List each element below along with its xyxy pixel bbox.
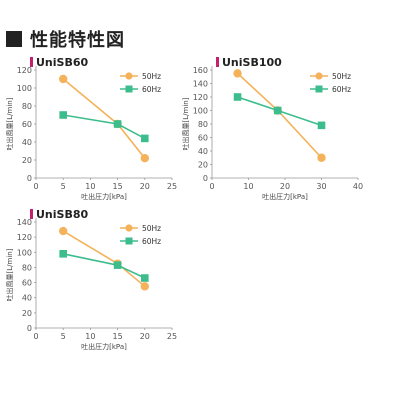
header-square-icon bbox=[6, 31, 22, 47]
y-tick-label: 120 bbox=[17, 66, 32, 75]
y-axis-label: 吐出風量[L/min] bbox=[5, 248, 14, 301]
legend-marker-50Hz bbox=[125, 224, 133, 232]
legend-marker-60Hz bbox=[125, 237, 133, 245]
x-tick-label: 10 bbox=[85, 182, 95, 191]
y-tick-label: 80 bbox=[22, 102, 32, 111]
y-tick-label: 0 bbox=[27, 324, 32, 333]
y-tick-label: 160 bbox=[193, 66, 208, 75]
x-tick-label: 10 bbox=[85, 332, 95, 341]
chart-title: UniSB100 bbox=[222, 56, 282, 69]
x-tick-label: 25 bbox=[167, 332, 177, 341]
data-point-60Hz bbox=[273, 106, 282, 115]
chart-title: UniSB60 bbox=[36, 56, 88, 69]
series-line-50Hz bbox=[237, 72, 323, 159]
x-tick-label: 15 bbox=[113, 332, 123, 341]
y-tick-label: 60 bbox=[22, 120, 32, 129]
x-tick-label: 0 bbox=[209, 182, 214, 191]
y-tick-label: 80 bbox=[198, 120, 208, 129]
legend-label-50Hz: 50Hz bbox=[332, 72, 351, 81]
series-line-60Hz bbox=[63, 253, 146, 279]
legend-label-50Hz: 50Hz bbox=[142, 72, 161, 81]
x-tick-label: 15 bbox=[113, 182, 123, 191]
y-tick-label: 40 bbox=[198, 147, 208, 156]
data-point-50Hz bbox=[317, 153, 326, 162]
y-tick-label: 20 bbox=[22, 156, 32, 165]
x-tick-label: 40 bbox=[353, 182, 363, 191]
x-tick-label: 5 bbox=[61, 182, 66, 191]
chart-title-marker bbox=[216, 57, 219, 67]
legend-marker-60Hz bbox=[315, 85, 323, 93]
y-tick-label: 100 bbox=[193, 107, 208, 116]
y-tick-label: 120 bbox=[17, 233, 32, 242]
data-point-60Hz bbox=[317, 121, 326, 130]
x-tick-label: 20 bbox=[280, 182, 290, 191]
series-line-50Hz bbox=[62, 78, 146, 159]
legend-marker-50Hz bbox=[125, 72, 133, 80]
y-tick-label: 100 bbox=[17, 84, 32, 93]
x-tick-label: 20 bbox=[140, 332, 150, 341]
x-tick-label: 20 bbox=[140, 182, 150, 191]
x-axis-label: 吐出圧力[kPa] bbox=[81, 342, 127, 351]
legend-label-50Hz: 50Hz bbox=[142, 224, 161, 233]
x-tick-label: 0 bbox=[33, 332, 38, 341]
y-tick-label: 40 bbox=[22, 294, 32, 303]
legend-marker-60Hz bbox=[125, 85, 133, 93]
data-point-50Hz bbox=[59, 74, 68, 84]
y-tick-label: 140 bbox=[193, 80, 208, 89]
chart-1: UniSB100 0 20 40 60 80 100 120 140 160 0 10 20 30 40 吐出… bbox=[181, 56, 363, 201]
y-tick-label: 20 bbox=[198, 161, 208, 170]
y-tick-label: 60 bbox=[22, 279, 32, 288]
x-axis-label: 吐出圧力[kPa] bbox=[81, 192, 127, 201]
chart-2: UniSB80 0 20 40 60 80 100 120 140 0 5 10 15 20 25 吐出圧力[… bbox=[5, 208, 177, 351]
data-point-50Hz bbox=[140, 154, 149, 163]
data-point-60Hz bbox=[141, 134, 149, 143]
y-axis-label: 吐出風量[L/min] bbox=[5, 97, 14, 150]
y-tick-label: 60 bbox=[198, 134, 208, 143]
data-point-60Hz bbox=[141, 274, 149, 282]
legend-marker-50Hz bbox=[315, 72, 323, 80]
x-tick-label: 5 bbox=[61, 332, 66, 341]
chart-0: UniSB60 0 20 40 60 80 100 120 0 5 10 15 20 25 吐出圧力[kPa… bbox=[5, 56, 177, 201]
y-tick-label: 120 bbox=[193, 93, 208, 102]
series-line-50Hz bbox=[62, 230, 146, 287]
data-point-60Hz bbox=[59, 111, 67, 119]
data-point-50Hz bbox=[59, 226, 68, 236]
y-tick-label: 20 bbox=[22, 309, 32, 318]
data-point-60Hz bbox=[233, 93, 242, 101]
x-tick-label: 0 bbox=[33, 182, 38, 191]
y-axis-label: 吐出風量[L/min] bbox=[181, 97, 190, 150]
data-point-50Hz bbox=[140, 282, 149, 291]
y-tick-label: 0 bbox=[203, 174, 208, 183]
data-point-50Hz bbox=[233, 69, 242, 78]
x-tick-label: 10 bbox=[243, 182, 253, 191]
chart-title-marker bbox=[30, 209, 33, 219]
y-tick-label: 40 bbox=[22, 138, 32, 147]
y-tick-label: 100 bbox=[17, 248, 32, 257]
data-point-60Hz bbox=[59, 250, 67, 258]
x-tick-label: 25 bbox=[167, 182, 177, 191]
legend-label-60Hz: 60Hz bbox=[332, 85, 351, 94]
data-point-60Hz bbox=[113, 261, 122, 269]
chart-title-marker bbox=[30, 57, 33, 67]
data-point-60Hz bbox=[113, 120, 122, 128]
legend-label-60Hz: 60Hz bbox=[142, 237, 161, 246]
y-tick-label: 80 bbox=[22, 263, 32, 272]
y-tick-label: 0 bbox=[27, 174, 32, 183]
x-axis-label: 吐出圧力[kPa] bbox=[262, 192, 308, 201]
x-tick-label: 30 bbox=[316, 182, 326, 191]
chart-title: UniSB80 bbox=[36, 208, 88, 221]
series-line-60Hz bbox=[63, 114, 146, 140]
legend-label-60Hz: 60Hz bbox=[142, 85, 161, 94]
page-title: 性能特性図 bbox=[30, 30, 125, 51]
page-header: 性能特性図 bbox=[6, 26, 125, 52]
y-tick-label: 140 bbox=[17, 218, 32, 227]
